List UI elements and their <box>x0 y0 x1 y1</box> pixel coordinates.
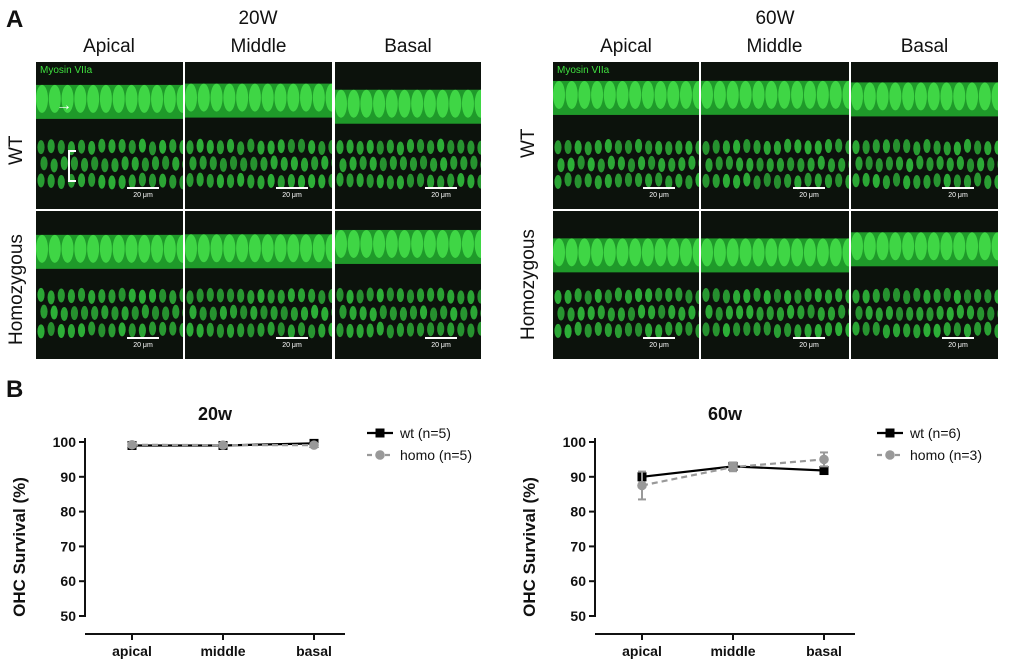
y-tick-label: 80 <box>570 504 586 520</box>
micrograph-60w-homozygous-basal: 20 μm <box>851 211 998 359</box>
scale-label: 20 μm <box>799 192 819 199</box>
scale-bar <box>276 187 308 189</box>
legend-label: homo (n=5) <box>400 447 472 463</box>
data-point <box>218 440 228 450</box>
micrograph-20w-wt-basal: 20 μm <box>335 62 481 209</box>
micrograph-20w-wt-apical: Myosin VIIa → 20 μm <box>36 62 183 209</box>
chart-title: 60w <box>708 404 743 424</box>
micrograph-60w-wt-basal: 20 μm <box>851 62 998 209</box>
x-tick-label: middle <box>200 643 245 659</box>
col-label-basal-60w: Basal <box>900 36 949 57</box>
y-tick-label: 70 <box>60 538 76 554</box>
legend-marker <box>375 428 385 438</box>
row-label-homozygous-20w: Homozygous <box>6 234 27 345</box>
y-tick-label: 50 <box>570 608 586 624</box>
y-tick-label: 90 <box>570 469 586 485</box>
x-tick-label: apical <box>112 643 152 659</box>
scale-bar <box>793 187 825 189</box>
legend-label: wt (n=5) <box>399 425 451 441</box>
data-point <box>728 462 738 472</box>
legend-label: homo (n=3) <box>910 447 982 463</box>
data-point <box>127 439 137 450</box>
data-point <box>309 440 319 450</box>
scale-bar <box>276 337 308 339</box>
micrograph-20w-wt-middle: 20 μm <box>185 62 332 209</box>
micrograph-60w-homozygous-apical: 20 μm <box>553 211 699 359</box>
legend-marker <box>885 428 895 438</box>
scale-label: 20 μm <box>799 342 819 349</box>
scale-label: 20 μm <box>649 192 669 199</box>
scale-bar <box>127 337 159 339</box>
legend-marker <box>885 450 895 460</box>
marker-label: Myosin VIIa <box>40 65 93 76</box>
scale-label: 20 μm <box>282 192 302 199</box>
bracket-mark <box>68 150 76 182</box>
scale-bar <box>127 187 159 189</box>
x-tick-label: basal <box>806 643 842 659</box>
col-label-middle-60w: Middle <box>746 36 803 57</box>
group-title-20w: 20W <box>238 8 278 29</box>
group-title-60w: 60W <box>755 8 795 29</box>
col-label-basal-20w: Basal <box>384 36 432 57</box>
micrograph-20w-homozygous-apical: 20 μm <box>36 211 183 359</box>
scale-label: 20 μm <box>133 342 153 349</box>
scale-label: 20 μm <box>649 342 669 349</box>
row-label-wt-20w: WT <box>6 135 27 165</box>
scale-label: 20 μm <box>948 342 968 349</box>
panel-a-letter: A <box>6 6 24 33</box>
data-point <box>819 454 829 465</box>
x-tick-label: apical <box>622 643 662 659</box>
scale-bar <box>643 337 675 339</box>
scale-bar <box>942 337 974 339</box>
y-axis-label: OHC Survival (%) <box>10 477 29 617</box>
micrograph-60w-homozygous-middle: 20 μm <box>701 211 849 359</box>
row-label-homozygous-60w: Homozygous <box>518 229 539 340</box>
data-point <box>637 480 647 491</box>
arrow-icon: → <box>56 97 72 114</box>
micrograph-60w-wt-middle: 20 μm <box>701 62 849 209</box>
legend-marker <box>375 450 385 460</box>
y-tick-label: 70 <box>570 538 586 554</box>
x-tick-label: middle <box>710 643 755 659</box>
data-point <box>819 466 829 476</box>
micrograph-20w-homozygous-basal: 20 μm <box>335 211 481 359</box>
scale-bar <box>643 187 675 189</box>
y-tick-label: 60 <box>570 573 586 589</box>
y-tick-label: 80 <box>60 504 76 520</box>
scale-bar <box>942 187 974 189</box>
chart-title: 20w <box>198 404 233 424</box>
col-label-apical-20w: Apical <box>83 36 135 57</box>
scale-label: 20 μm <box>948 192 968 199</box>
scale-label: 20 μm <box>431 342 451 349</box>
y-tick-label: 60 <box>60 573 76 589</box>
scale-label: 20 μm <box>431 192 451 199</box>
y-tick-label: 100 <box>53 434 77 450</box>
y-tick-label: 90 <box>60 469 76 485</box>
chart-60w: 60w 50 60 70 80 90 100 OHC Survival (%) apical mi… <box>520 404 982 659</box>
panel-b-letter: B <box>6 376 24 403</box>
micrograph-60w-wt-apical: Myosin VIIa 20 μm <box>553 62 699 209</box>
chart-20w: 20w 50 60 70 80 90 100 OHC Survival (%) apical mi… <box>10 404 472 659</box>
y-tick-label: 50 <box>60 608 76 624</box>
y-tick-label: 100 <box>563 434 587 450</box>
scale-bar <box>793 337 825 339</box>
col-label-apical-60w: Apical <box>600 36 652 57</box>
row-label-wt-60w: WT <box>518 128 539 158</box>
micrograph-20w-homozygous-middle: 20 μm <box>185 211 332 359</box>
scale-bar <box>425 187 457 189</box>
legend-label: wt (n=6) <box>909 425 961 441</box>
y-axis-label: OHC Survival (%) <box>520 477 539 617</box>
scale-label: 20 μm <box>282 342 302 349</box>
scale-bar <box>425 337 457 339</box>
scale-label: 20 μm <box>133 192 153 199</box>
col-label-middle-20w: Middle <box>230 36 287 57</box>
x-tick-label: basal <box>296 643 332 659</box>
marker-label: Myosin VIIa <box>557 65 610 76</box>
